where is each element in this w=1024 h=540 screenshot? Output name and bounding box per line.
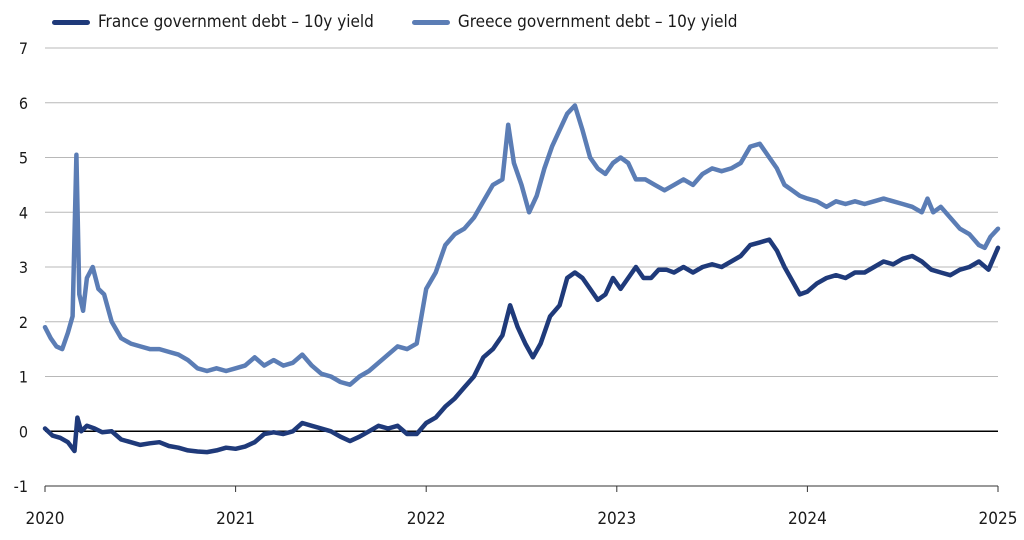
y-tick-label: 7 bbox=[19, 39, 28, 58]
y-tick-label: 5 bbox=[19, 149, 28, 168]
series-line-france bbox=[42, 237, 1001, 455]
y-tick-label: 3 bbox=[19, 258, 28, 277]
y-tick-label: -1 bbox=[14, 477, 28, 496]
y-tick-label: 4 bbox=[19, 203, 28, 222]
legend-label-greece: Greece government debt – 10y yield bbox=[457, 12, 738, 32]
legend-swatch-france bbox=[52, 19, 90, 25]
y-tick-label: 1 bbox=[19, 368, 28, 387]
x-tick-label: 2025 bbox=[979, 509, 1018, 529]
x-tick-label: 2023 bbox=[597, 509, 636, 529]
y-tick-label: 6 bbox=[19, 94, 28, 113]
x-tick-label: 2021 bbox=[216, 509, 255, 529]
legend: France government debt – 10y yield Greec… bbox=[52, 12, 737, 32]
legend-label-france: France government debt – 10y yield bbox=[98, 12, 374, 32]
x-tick-label: 2022 bbox=[407, 509, 446, 529]
series-line-greece bbox=[42, 103, 1001, 387]
x-tick-label: 2020 bbox=[26, 509, 65, 529]
legend-swatch-greece bbox=[411, 19, 450, 25]
legend-item-france: France government debt – 10y yield bbox=[52, 12, 374, 32]
x-tick-label: 2024 bbox=[788, 509, 827, 529]
legend-item-greece: Greece government debt – 10y yield bbox=[411, 12, 738, 32]
y-tick-label: 2 bbox=[19, 313, 28, 332]
y-tick-label: 0 bbox=[19, 422, 28, 441]
